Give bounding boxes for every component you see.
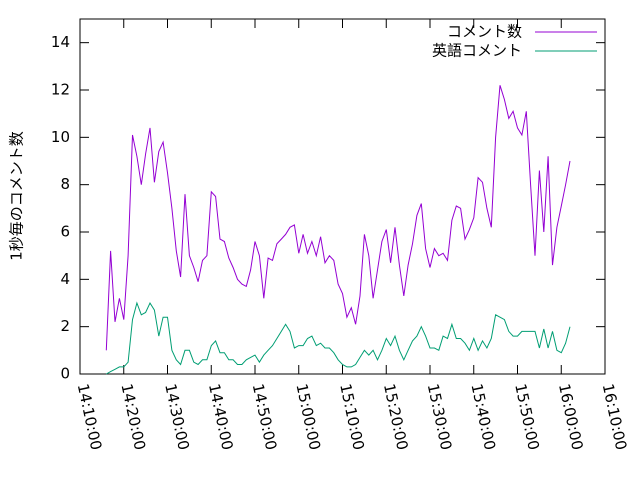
x-tick-label: 16:00:00 [555,382,587,452]
legend-label: 英語コメント [432,42,522,60]
y-tick-label: 8 [60,175,70,193]
y-tick-label: 14 [51,33,70,51]
y-tick-label: 4 [60,270,70,288]
x-tick-label: 14:30:00 [161,382,193,452]
x-tick-label: 14:50:00 [249,382,281,452]
data-line [106,301,571,375]
plot-frame [79,18,606,375]
y-axis-label: 1秒毎のコメント数 [8,131,26,261]
y-tick-label: 10 [51,128,70,146]
x-tick-label: 15:30:00 [424,382,456,452]
x-tick-label: 14:40:00 [205,382,237,452]
x-tick-label: 15:20:00 [380,382,412,452]
x-tick-label: 15:00:00 [292,382,324,452]
y-tick-label: 12 [51,81,70,99]
y-tick-label: 2 [60,317,70,335]
x-tick-label: 15:40:00 [467,382,499,452]
x-tick-label: 14:10:00 [74,382,106,452]
legend-label: コメント数 [447,23,522,41]
data-line [105,85,571,351]
x-tick-label: 15:10:00 [336,382,368,452]
y-tick-label: 0 [60,365,70,383]
x-tick-label: 15:50:00 [511,382,543,452]
x-tick-label: 14:20:00 [117,382,149,452]
y-tick-label: 6 [60,223,70,241]
x-tick-label: 16:10:00 [599,382,631,452]
